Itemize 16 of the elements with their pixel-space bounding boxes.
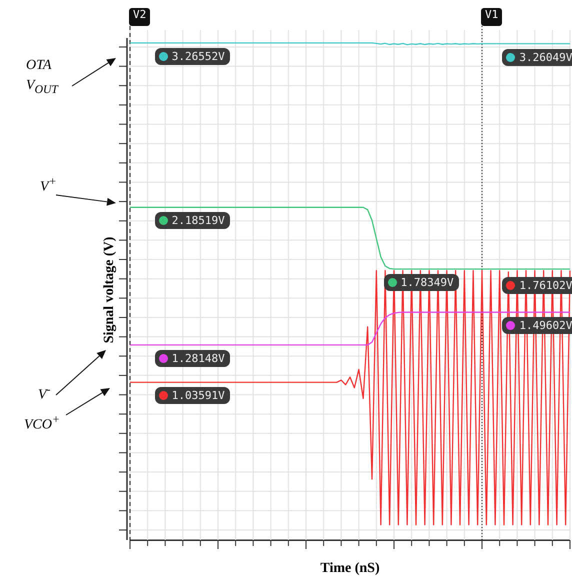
y-axis-title: Signal voltage (V) bbox=[102, 236, 118, 344]
text: V$^{-}$ bbox=[38, 382, 52, 405]
text: V2 bbox=[129, 8, 150, 26]
data-label: 1.78349V bbox=[400, 276, 454, 289]
data-label: 3.26049V bbox=[519, 50, 572, 64]
data-label: 1.28148V bbox=[172, 352, 225, 365]
data-label: 1.49602V bbox=[519, 319, 572, 332]
text: OTA V$_{OUT}$ bbox=[26, 57, 60, 98]
data-label: 1.03591V bbox=[172, 389, 225, 402]
text: V$^{+}$ bbox=[40, 174, 58, 197]
data-label: 1.76102V bbox=[519, 278, 572, 292]
x-axis-title: Time (nS) bbox=[320, 561, 380, 577]
text: V1 bbox=[481, 8, 502, 26]
text: VCO$^{+}$ bbox=[24, 412, 61, 435]
data-label: 3.26552V bbox=[172, 50, 225, 63]
data-label: 2.18519V bbox=[172, 214, 225, 228]
